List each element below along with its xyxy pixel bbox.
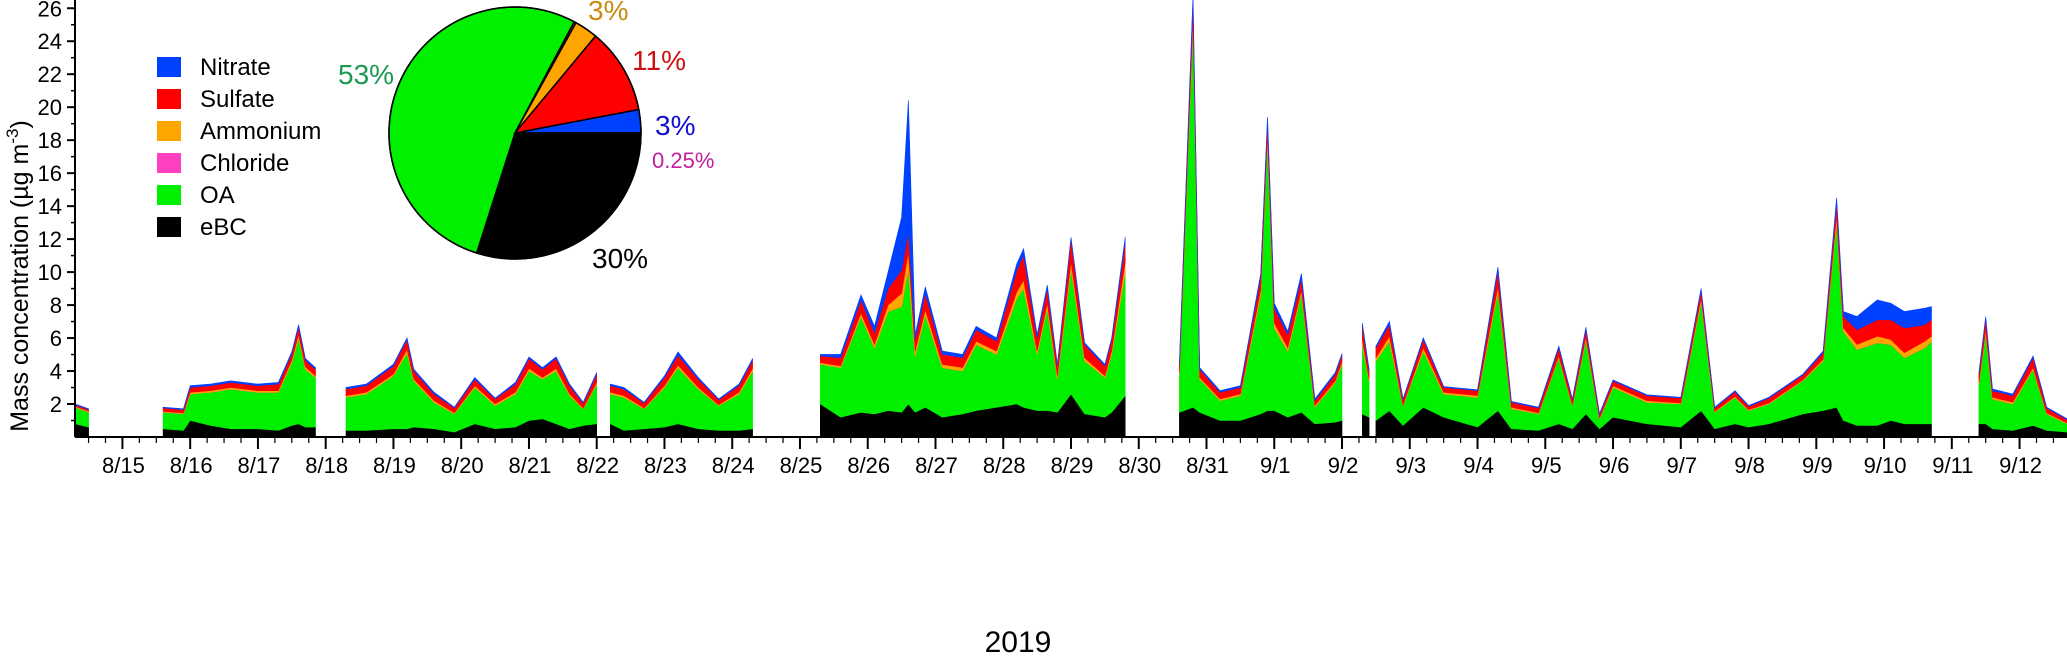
- stacked-areas: [74, 0, 2067, 438]
- x-tick-label: 9/12: [1999, 453, 2042, 478]
- legend-label-sulfate: Sulfate: [200, 86, 275, 113]
- y-axis-label: Mass concentration (µg m-3): [3, 120, 34, 432]
- y-tick-label: 24: [38, 29, 62, 54]
- legend-swatch-chloride: [157, 153, 181, 173]
- x-tick-label: 9/11: [1932, 453, 1973, 478]
- area-nitrate-segment-3: [345, 337, 598, 409]
- x-tick-label: 8/19: [373, 453, 416, 478]
- x-tick-label: 8/29: [1051, 453, 1094, 478]
- area-ebc-segment-7: [1362, 413, 1370, 438]
- y-tick-label: 6: [50, 326, 62, 351]
- x-tick-label: 8/25: [780, 453, 823, 478]
- x-tick-label: 8/16: [170, 453, 213, 478]
- y-tick-label: 18: [38, 128, 62, 153]
- pie-label-ammonium: 3%: [588, 0, 628, 26]
- x-tick-label: 8/22: [576, 453, 619, 478]
- y-tick-label: 2: [50, 392, 62, 417]
- x-tick-label: 8/30: [1118, 453, 1161, 478]
- x-tick-label: 8/23: [644, 453, 687, 478]
- area-oa-segment-6: [1179, 24, 1343, 425]
- y-tick-label: 10: [38, 260, 62, 285]
- y-axis-label-main: Mass concentration (µg m: [6, 144, 34, 432]
- x-tick-label: 9/4: [1463, 453, 1494, 478]
- x-tick-label: 9/2: [1328, 453, 1359, 478]
- x-tick-label: 8/15: [102, 453, 145, 478]
- x-tick-label: 8/28: [983, 453, 1026, 478]
- x-tick-label: 8/17: [238, 453, 281, 478]
- area-nitrate-segment-2: [162, 324, 316, 410]
- legend-swatch-sulfate: [157, 89, 181, 109]
- x-tick-label: 8/20: [441, 453, 484, 478]
- x-tick-label: 9/10: [1864, 453, 1907, 478]
- x-axis-ticks: 8/15 8/16 8/17 8/18 8/19 8/20 8/21 8/22 8/23 8/24…: [87, 437, 2055, 478]
- legend: Nitrate Sulfate Ammonium Chloride OA eBC: [157, 54, 321, 241]
- x-axis-label: 2019: [985, 626, 1052, 659]
- area-nitrate-segment-5: [819, 100, 1126, 367]
- pie-label-sulfate: 11%: [632, 45, 686, 76]
- x-tick-label: 9/1: [1260, 453, 1291, 478]
- y-tick-label: 20: [38, 95, 62, 120]
- x-tick-label: 8/24: [712, 453, 755, 478]
- x-tick-label: 8/27: [915, 453, 958, 478]
- x-tick-label: 8/18: [305, 453, 348, 478]
- y-axis-label-sup: -3: [3, 129, 22, 144]
- legend-label-ebc: eBC: [200, 214, 247, 241]
- legend-swatch-nitrate: [157, 57, 181, 77]
- area-nitrate-segment-7: [1362, 323, 1370, 371]
- pie-label-ebc: 30%: [592, 243, 648, 274]
- x-tick-label: 9/9: [1802, 453, 1833, 478]
- y-tick-label: 14: [38, 194, 62, 219]
- y-axis-label-tail: ): [6, 120, 34, 128]
- x-tick-label: 9/3: [1395, 453, 1426, 478]
- area-nitrate-segment-6: [1179, 0, 1343, 402]
- x-tick-label: 9/7: [1666, 453, 1697, 478]
- y-tick-label: 4: [50, 359, 62, 384]
- legend-swatch-oa: [157, 185, 181, 205]
- legend-label-oa: OA: [200, 182, 235, 209]
- x-tick-label: 9/5: [1531, 453, 1562, 478]
- area-nitrate-segment-4: [609, 351, 753, 404]
- y-tick-label: 12: [38, 227, 62, 252]
- y-tick-label: 22: [38, 62, 62, 87]
- pie-label-nitrate: 3%: [655, 110, 695, 141]
- legend-label-ammonium: Ammonium: [200, 118, 321, 145]
- area-nitrate-segment-8: [1375, 197, 1932, 416]
- y-tick-label: 16: [38, 161, 62, 186]
- x-tick-label: 8/31: [1186, 453, 1229, 478]
- y-tick-label: 8: [50, 293, 62, 318]
- pie-label-oa: 53%: [338, 59, 394, 90]
- legend-swatch-ammonium: [157, 121, 181, 141]
- legend-label-chloride: Chloride: [200, 150, 289, 177]
- pie-label-chloride: 0.25%: [652, 148, 714, 173]
- x-tick-label: 8/26: [847, 453, 890, 478]
- pie-outline: [388, 6, 642, 260]
- x-tick-label: 9/8: [1734, 453, 1765, 478]
- y-tick-label: 26: [38, 0, 62, 21]
- x-tick-label: 9/6: [1599, 453, 1630, 478]
- area-nitrate-segment-9: [1978, 316, 2067, 420]
- x-tick-label: 8/21: [509, 453, 552, 478]
- legend-swatch-ebc: [157, 217, 181, 237]
- legend-label-nitrate: Nitrate: [200, 54, 271, 81]
- pie-chart: 3%30%53%0.25%3%11%: [338, 0, 714, 274]
